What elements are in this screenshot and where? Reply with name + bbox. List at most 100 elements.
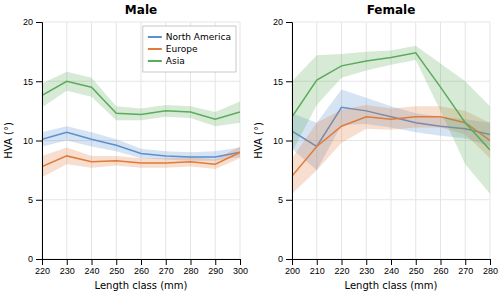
x-tick-mark <box>116 259 117 265</box>
y-tick-label: 10 <box>23 136 33 146</box>
x-tick-mark <box>92 259 93 265</box>
x-axis-title: Length class (mm) <box>345 280 438 291</box>
y-axis-line <box>286 23 293 260</box>
x-tick-mark <box>416 259 417 265</box>
figure: 220 230 240 250 260 270 280 290 300 0 5 10 15 20 Male L… <box>0 0 500 295</box>
grid-line-y <box>42 22 240 23</box>
x-tick-label: 270 <box>159 266 174 276</box>
x-tick-mark <box>366 259 367 265</box>
x-tick-mark <box>67 259 68 265</box>
x-tick-label: 280 <box>483 266 498 276</box>
x-tick: 250 <box>409 259 424 276</box>
x-tick: 230 <box>359 259 374 276</box>
y-tick-label: 0 <box>278 254 283 264</box>
x-axis-title: Length class (mm) <box>95 280 188 291</box>
x-tick-label: 260 <box>134 266 149 276</box>
y-tick: 5 <box>278 195 292 205</box>
x-axis-line <box>293 260 491 266</box>
y-tick-mark <box>36 22 42 23</box>
x-tick-label: 250 <box>409 266 424 276</box>
x-tick-mark <box>317 259 318 265</box>
y-tick-mark <box>286 22 292 23</box>
legend-item: Asia <box>148 56 185 66</box>
y-tick-mark <box>286 141 292 142</box>
x-axis: 220230240250260270280290300 <box>35 259 248 276</box>
x-tick-label: 300 <box>233 266 248 276</box>
y-tick-mark <box>36 141 42 142</box>
x-tick: 280 <box>183 259 198 276</box>
legend-label: Asia <box>166 56 185 66</box>
x-tick: 240 <box>84 259 99 276</box>
y-tick: 15 <box>273 77 292 87</box>
x-tick: 200 <box>285 259 300 276</box>
legend-swatch <box>148 60 162 62</box>
y-tick-mark <box>286 200 292 201</box>
legend-item: Europe <box>148 44 198 54</box>
x-tick-label: 250 <box>109 266 124 276</box>
legend-frame <box>143 26 236 72</box>
y-tick-mark <box>286 81 292 82</box>
panel-title: Male <box>125 3 157 17</box>
x-tick-label: 270 <box>458 266 473 276</box>
x-tick: 210 <box>310 259 325 276</box>
y-tick-label: 10 <box>273 136 283 146</box>
panel: 20021022023024025026027028005101520Femal… <box>253 3 498 291</box>
x-tick-label: 220 <box>35 266 50 276</box>
legend-swatch <box>148 36 162 38</box>
legend-swatch <box>148 48 162 50</box>
x-tick-mark <box>342 259 343 265</box>
x-tick-label: 260 <box>433 266 448 276</box>
y-axis: 0 5 10 15 20 <box>273 17 293 264</box>
y-axis-line <box>36 23 43 260</box>
x-tick-mark <box>490 259 491 265</box>
y-tick-mark <box>36 200 42 201</box>
x-tick-mark <box>141 259 142 265</box>
y-axis-title: HVA (°) <box>253 122 264 159</box>
x-tick-mark <box>391 259 392 265</box>
x-tick: 220 <box>334 259 349 276</box>
y-tick-mark <box>286 259 292 260</box>
panel-title: Female <box>367 3 416 17</box>
legend-label: North America <box>166 32 231 42</box>
grid-line-y <box>292 22 490 23</box>
y-tick-label: 15 <box>23 77 33 87</box>
x-tick-mark <box>240 259 241 265</box>
x-tick-label: 210 <box>310 266 325 276</box>
x-tick: 290 <box>208 259 223 276</box>
y-tick: 15 <box>23 77 42 87</box>
series-line <box>42 81 240 119</box>
x-tick-label: 220 <box>334 266 349 276</box>
panel: 22023024025026027028029030005101520MaleL… <box>3 3 248 291</box>
y-tick: 0 <box>28 254 42 264</box>
series-line <box>42 152 240 166</box>
x-tick: 220 <box>35 259 50 276</box>
ci-band <box>42 72 240 127</box>
x-tick: 260 <box>134 259 149 276</box>
plot-area <box>292 46 490 194</box>
x-tick: 270 <box>159 259 174 276</box>
plot-area <box>42 72 240 177</box>
y-axis: 0 5 10 15 20 <box>23 17 43 264</box>
x-tick: 270 <box>458 259 473 276</box>
ci-band <box>292 46 490 194</box>
x-tick: 250 <box>109 259 124 276</box>
x-tick-mark <box>215 259 216 265</box>
y-tick-label: 15 <box>273 77 283 87</box>
y-tick-label: 0 <box>28 254 33 264</box>
y-tick-label: 20 <box>273 17 283 27</box>
x-tick-mark <box>191 259 192 265</box>
legend-label: Europe <box>166 44 198 54</box>
x-axis-line <box>43 260 241 266</box>
series-line <box>292 53 490 150</box>
y-axis-title: HVA (°) <box>3 122 14 159</box>
y-tick-mark <box>36 81 42 82</box>
y-tick: 20 <box>273 17 292 27</box>
x-tick-label: 280 <box>183 266 198 276</box>
x-tick: 260 <box>433 259 448 276</box>
y-tick-label: 20 <box>23 17 33 27</box>
y-tick: 10 <box>23 136 42 146</box>
grid <box>42 22 240 259</box>
y-tick-label: 5 <box>278 195 283 205</box>
y-tick-label: 5 <box>28 195 33 205</box>
y-tick: 20 <box>23 17 42 27</box>
